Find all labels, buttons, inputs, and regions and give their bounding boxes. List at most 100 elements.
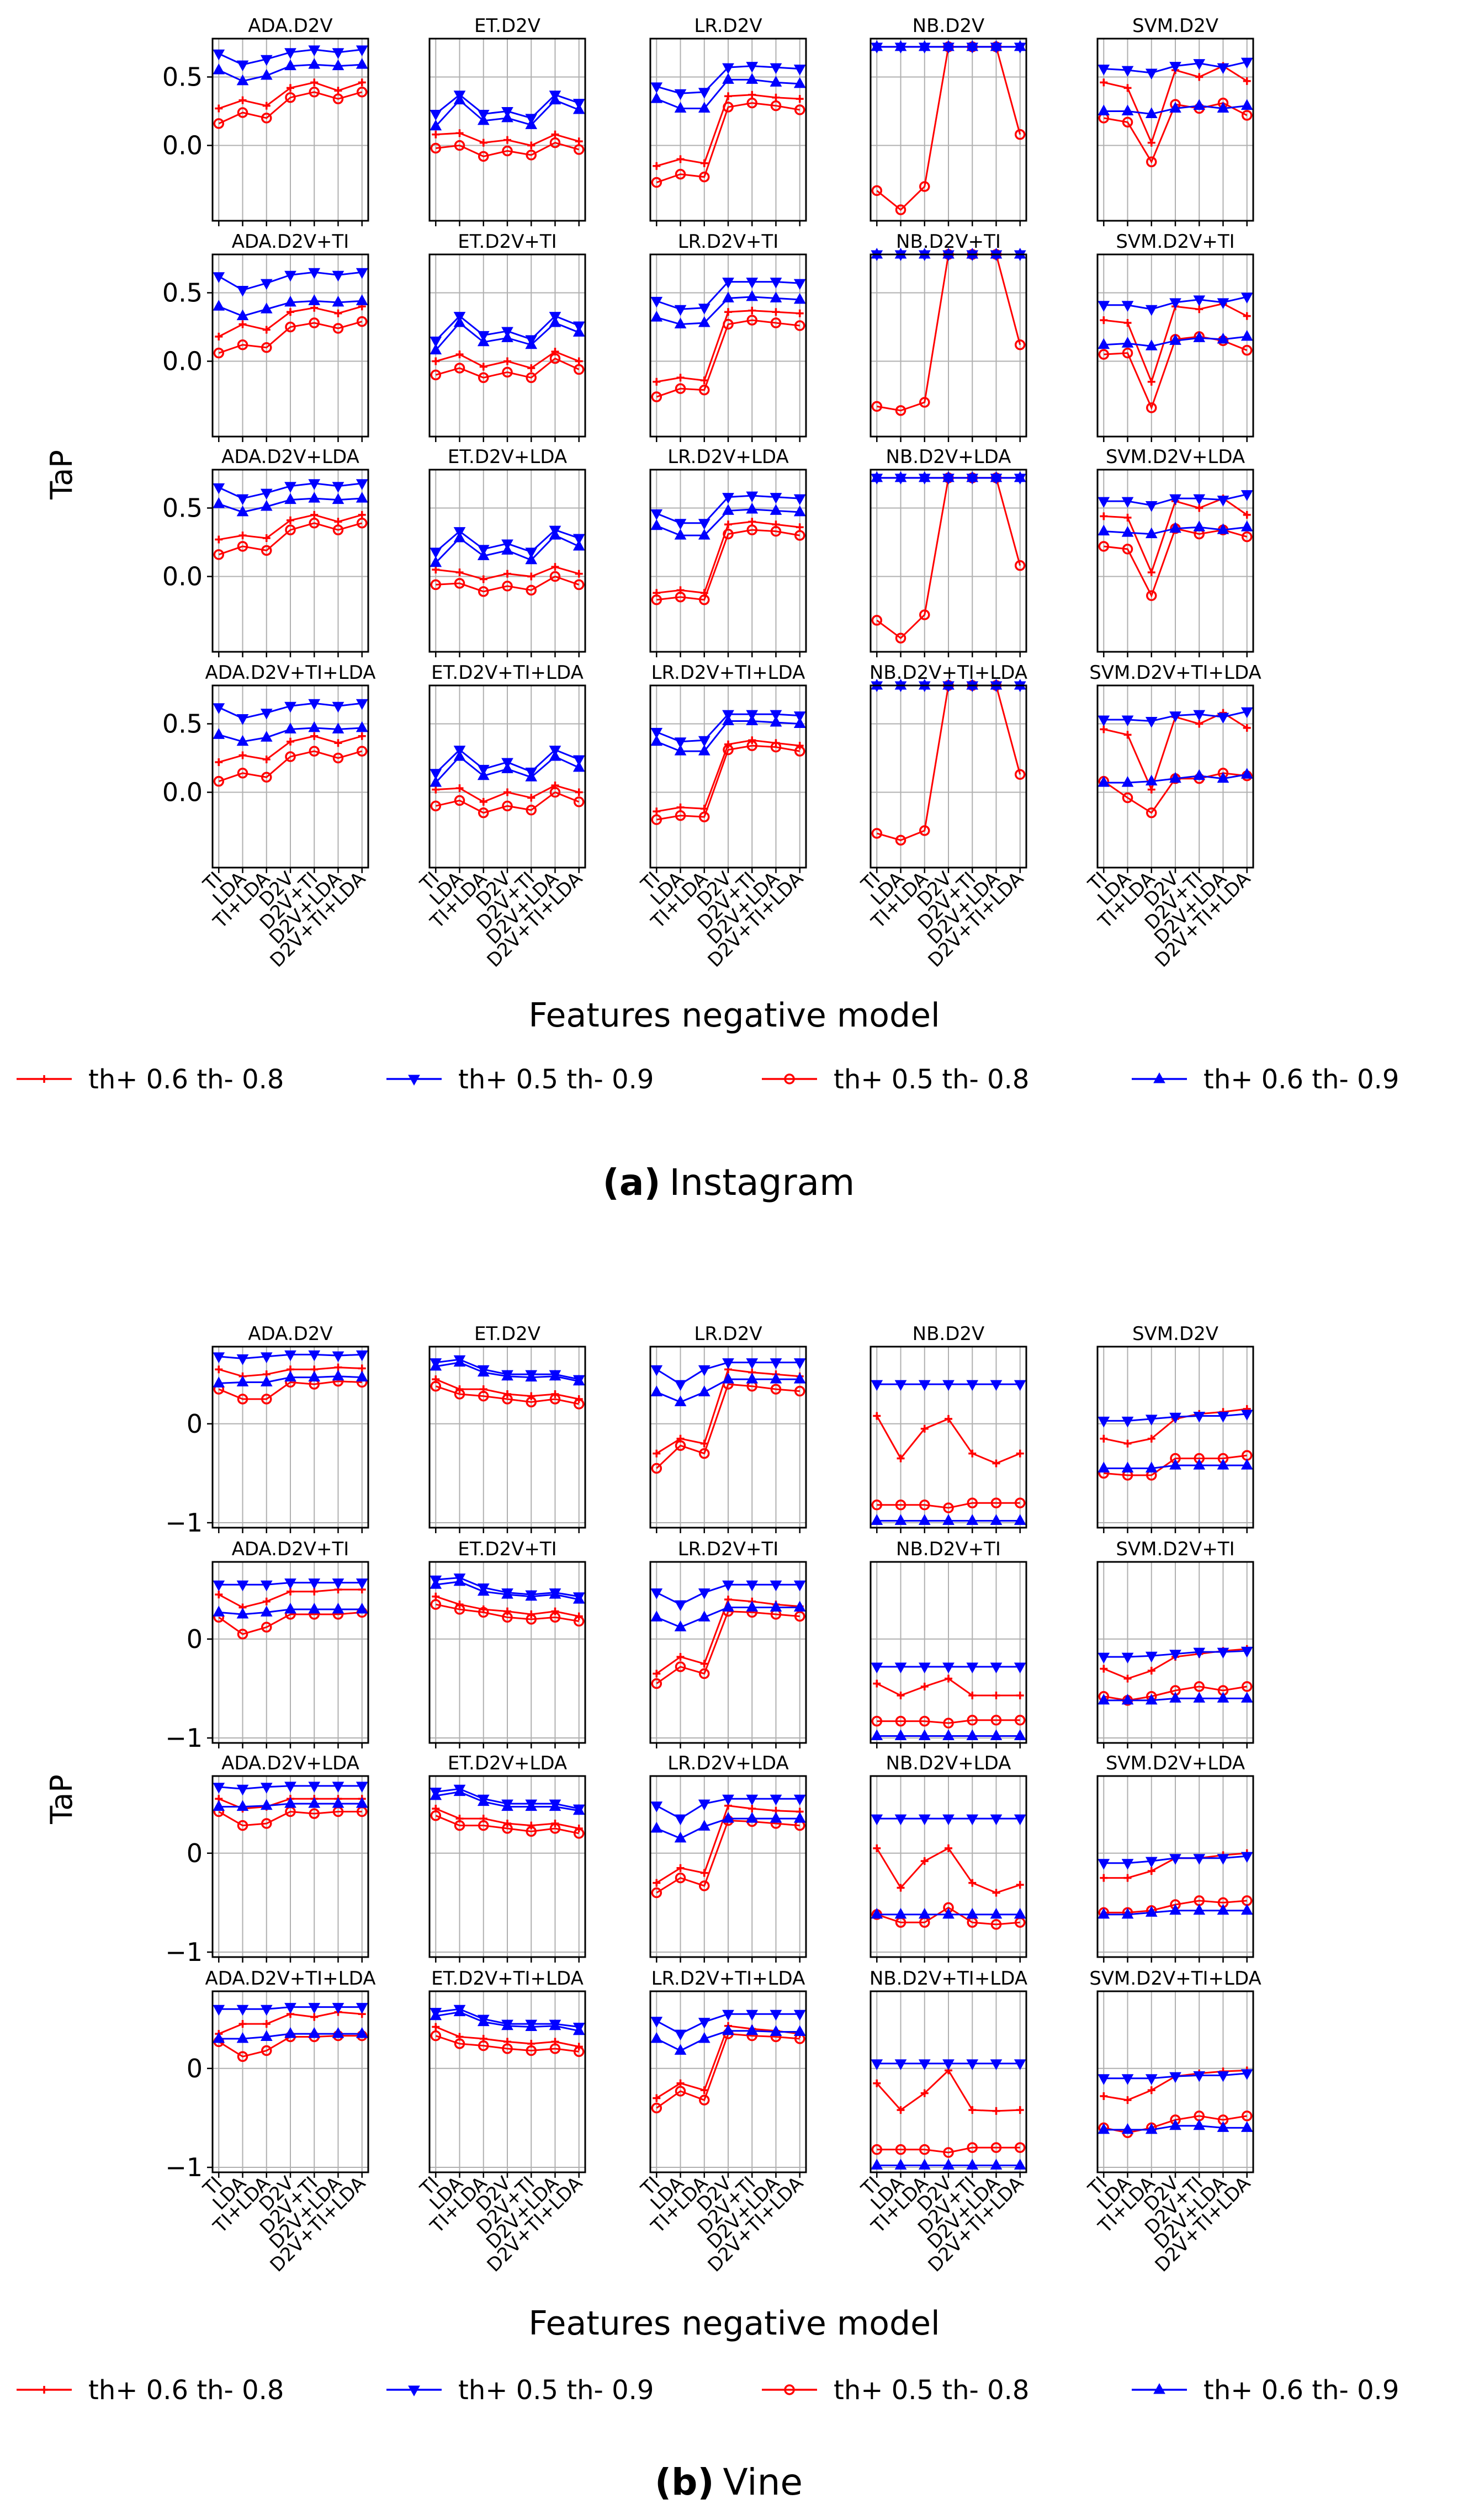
marker-triangle-up (1240, 2121, 1253, 2132)
caption-label: (b) (655, 2461, 714, 2503)
marker-plus (653, 162, 661, 170)
marker-triangle-down (990, 250, 1003, 262)
marker-triangle-down (966, 2059, 979, 2070)
series-a (215, 732, 366, 766)
marker-plus (700, 1660, 708, 1668)
marker-circle (699, 1668, 710, 1679)
marker-triangle-up (1121, 776, 1134, 787)
marker-triangle-down (871, 1814, 883, 1826)
series-d (213, 721, 368, 746)
series-d (213, 492, 368, 517)
marker-circle (454, 795, 465, 806)
marker-triangle-down (525, 114, 538, 125)
series-line (656, 529, 800, 601)
marker-triangle-up (1121, 104, 1134, 116)
marker-circle (770, 1384, 782, 1395)
legend-item: th+ 0.6 th- 0.9 (1132, 2375, 1399, 2406)
marker-plus (1123, 1439, 1132, 1448)
marker-triangle-down (990, 474, 1003, 485)
marker-plus (1123, 731, 1132, 739)
marker-plus (968, 1691, 977, 1699)
marker-circle (871, 1715, 883, 1727)
marker-triangle-down (793, 1358, 806, 1369)
caption-text: Instagram (670, 1161, 855, 1204)
marker-plus (1100, 316, 1108, 325)
marker-plus (748, 306, 756, 315)
series-b (430, 1355, 585, 1386)
marker-circle (549, 1394, 561, 1405)
marker-circle (895, 2144, 906, 2155)
marker-triangle-down (1014, 2059, 1026, 2070)
marker-triangle-down (1121, 1859, 1134, 1870)
marker-triangle-up (698, 529, 711, 540)
marker-triangle-down (549, 1588, 561, 1599)
marker-plus (575, 570, 583, 578)
marker-triangle-down (213, 703, 225, 714)
marker-triangle-up (674, 2044, 687, 2055)
marker-triangle-up (1098, 104, 1110, 116)
marker-triangle-up (284, 1603, 296, 1614)
marker-triangle-down (572, 99, 585, 110)
series-d (650, 1812, 806, 1843)
marker-plus (358, 78, 366, 87)
series-b (430, 1573, 585, 1603)
marker-triangle-down (1193, 1647, 1206, 1659)
marker-triangle-down (1193, 494, 1206, 506)
marker-triangle-down (722, 2009, 734, 2021)
marker-triangle-down (356, 2003, 368, 2014)
series-c (430, 137, 585, 162)
marker-triangle-down (236, 1784, 249, 1796)
series-d (213, 1603, 368, 1619)
subplot-title: ADA.D2V+TI (232, 1538, 349, 1560)
series-a (653, 1801, 804, 1887)
marker-triangle-up (722, 2024, 734, 2035)
marker-triangle-down (453, 91, 466, 102)
marker-triangle-down (1098, 2074, 1110, 2085)
marker-triangle-down (501, 2019, 513, 2031)
marker-plus (1016, 2106, 1024, 2114)
marker-triangle-down (1169, 2072, 1181, 2083)
marker-circle (478, 1607, 489, 1618)
series-b (650, 1580, 806, 1612)
marker-triangle-up (213, 1376, 225, 1387)
subplot: NB.D2V+TI+LDATILDATI+LDAD2VD2V+TID2V+LDA… (857, 662, 1028, 972)
marker-circle (502, 1612, 513, 1623)
tick-label-y: 0 (187, 1838, 203, 1868)
marker-triangle-down (1145, 1857, 1158, 1868)
marker-triangle-up (1193, 769, 1206, 780)
marker-triangle-up (770, 1812, 782, 1823)
marker-triangle-up (236, 1800, 249, 1811)
marker-circle (478, 151, 489, 162)
marker-circle (1122, 347, 1133, 359)
marker-triangle-up (770, 1601, 782, 1612)
marker-triangle-down (793, 2009, 806, 2021)
marker-triangle-up (1153, 2383, 1165, 2394)
caption: (a) Instagram (603, 1161, 855, 1204)
marker-triangle-down (501, 1799, 513, 1811)
marker-plus (575, 357, 583, 365)
series-c (430, 571, 585, 597)
marker-triangle-up (308, 1370, 321, 1382)
marker-triangle-up (1145, 107, 1158, 118)
marker-triangle-down (918, 681, 931, 693)
marker-triangle-up (650, 311, 663, 322)
marker-plus (455, 350, 464, 359)
marker-plus (527, 364, 536, 372)
marker-circle (213, 775, 225, 787)
marker-triangle-up (650, 519, 663, 530)
marker-plus (873, 1412, 881, 1420)
series-c (871, 1497, 1026, 1513)
marker-triangle-down (1121, 66, 1134, 77)
marker-circle (871, 615, 883, 626)
marker-triangle-up (356, 294, 368, 305)
marker-plus (1147, 378, 1155, 386)
marker-triangle-up (793, 505, 806, 517)
subplot-title: SVM.D2V+TI (1116, 1538, 1234, 1560)
marker-plus (1016, 1691, 1024, 1699)
marker-plus (724, 308, 732, 316)
subplot-title: LR.D2V+TI (678, 1538, 779, 1560)
marker-triangle-down (1169, 494, 1181, 506)
subplot-title: ET.D2V (474, 15, 540, 37)
marker-triangle-up (1098, 338, 1110, 349)
legend: th+ 0.6 th- 0.8 th+ 0.5 th- 0.9 th+ 0.5 th… (17, 1064, 1399, 1095)
